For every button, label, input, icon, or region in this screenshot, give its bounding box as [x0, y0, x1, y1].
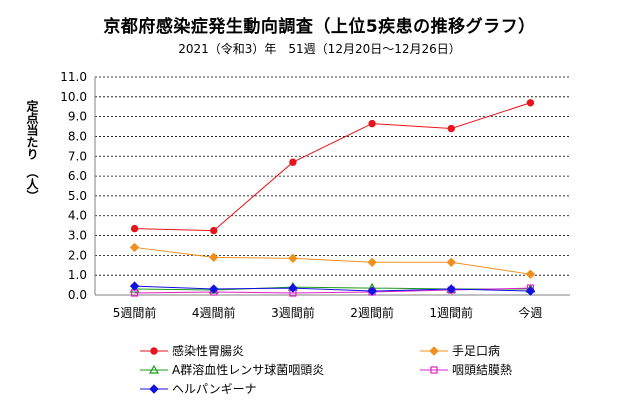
data-point — [129, 242, 140, 253]
data-point — [209, 252, 219, 263]
series-line-1 — [134, 246, 531, 275]
data-point — [129, 281, 140, 291]
y-tick-label: 1.0 — [68, 268, 87, 282]
y-tick-label: 2.0 — [68, 248, 87, 262]
legend-label: 感染性胃腸炎 — [172, 343, 244, 358]
y-tick-label: 0.0 — [68, 288, 87, 302]
legend-marker — [150, 347, 158, 355]
x-tick-label: 4週間前 — [192, 305, 236, 320]
data-point — [209, 284, 219, 294]
y-tick-label: 5.0 — [68, 189, 87, 203]
y-tick-label: 9.0 — [68, 110, 87, 124]
data-point — [368, 119, 376, 128]
y-tick-label: 8.0 — [68, 129, 87, 143]
data-point — [130, 224, 139, 233]
data-point — [288, 283, 298, 293]
x-tick-label: 2週間前 — [350, 305, 394, 320]
legend-marker — [429, 346, 439, 356]
legend-label: 手足口病 — [452, 343, 500, 358]
x-tick-label: 3週間前 — [271, 305, 315, 320]
data-point — [447, 124, 455, 133]
legend-label: A群溶血性レンサ球菌咽頭炎 — [172, 362, 324, 377]
data-point — [367, 286, 377, 296]
legend-marker — [430, 366, 438, 374]
y-tick-label: 11.0 — [60, 70, 87, 84]
legend-marker — [149, 384, 159, 394]
series-line-4 — [134, 285, 531, 292]
legend-label: ヘルパンギーナ — [172, 382, 257, 396]
y-tick-label: 6.0 — [68, 169, 87, 183]
data-point — [288, 253, 298, 264]
data-point — [526, 99, 535, 107]
data-point — [525, 286, 536, 296]
data-point — [446, 284, 456, 294]
data-point — [289, 158, 297, 166]
data-point — [210, 226, 218, 235]
y-axis-label: 定点当たり （人） — [25, 100, 39, 202]
x-tick-label: 今週 — [518, 305, 542, 320]
chart-title: 京都府感染症発生動向調査（上位5疾患の推移グラフ） — [103, 17, 536, 37]
chart-subtitle: 2021（令和3）年 51週（12月20日～12月26日） — [178, 42, 461, 56]
x-tick-label: 1週間前 — [429, 305, 473, 320]
data-point — [446, 257, 456, 268]
data-point — [525, 269, 536, 279]
y-tick-label: 10.0 — [60, 90, 87, 104]
legend-marker — [148, 364, 160, 374]
y-tick-label: 4.0 — [68, 209, 87, 223]
x-tick-label: 5週間前 — [113, 305, 157, 320]
legend-label: 咽頭結膜熱 — [452, 363, 512, 377]
y-tick-label: 7.0 — [68, 149, 87, 163]
series-line-0 — [134, 102, 531, 232]
data-point — [367, 257, 377, 268]
y-tick-label: 3.0 — [68, 229, 87, 243]
